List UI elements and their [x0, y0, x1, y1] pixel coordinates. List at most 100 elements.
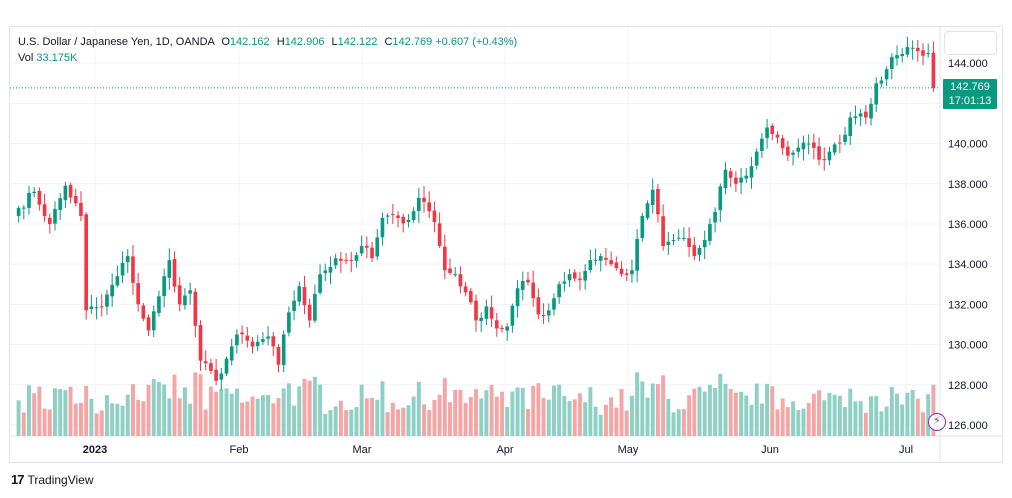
- volume-bar: [312, 376, 317, 436]
- candle-body: [676, 237, 681, 239]
- candle-body: [838, 142, 842, 144]
- volume-bar: [817, 390, 822, 436]
- candle-body: [671, 240, 676, 242]
- volume-bar: [146, 384, 151, 436]
- volume-bar: [889, 387, 894, 436]
- volume-bar: [661, 375, 666, 436]
- volume-bar: [141, 401, 146, 436]
- volume-bar: [562, 396, 567, 436]
- y-tick-label: 134.000: [948, 259, 988, 271]
- volume-bar: [754, 383, 759, 436]
- candle-body: [37, 190, 42, 205]
- volume-bar: [650, 383, 655, 436]
- volume-bar: [323, 413, 328, 436]
- volume-bar: [609, 397, 614, 436]
- volume-bar: [843, 407, 848, 436]
- volume-bar: [406, 405, 411, 436]
- candle-body: [406, 219, 411, 222]
- candle-body: [713, 211, 717, 223]
- volume-bar: [822, 400, 827, 436]
- volume-bar: [260, 395, 265, 436]
- candle-body: [801, 142, 806, 150]
- candle-body: [27, 192, 31, 208]
- candle-body: [624, 273, 629, 275]
- candlestick-chart[interactable]: 126.000 128.000 130.000 132.000 134.000 136.0…: [10, 27, 1002, 462]
- candle-body: [780, 138, 785, 149]
- candle-body: [463, 286, 468, 293]
- volume-bar: [577, 393, 582, 436]
- candle-body: [261, 339, 265, 342]
- candle-body: [16, 207, 21, 216]
- candle-body: [250, 341, 255, 347]
- volume-bar: [136, 399, 141, 436]
- candle-body: [520, 281, 525, 290]
- volume-bar: [702, 391, 707, 436]
- candle-body: [297, 286, 302, 302]
- candle-body: [827, 151, 832, 161]
- candle-body: [468, 291, 473, 303]
- volume-bar: [42, 408, 47, 436]
- volume-bar: [390, 402, 395, 436]
- ohlc-legend: U.S. Dollar / Japanese Yen, 1D, OANDA O1…: [18, 36, 517, 48]
- candle-body: [276, 346, 281, 365]
- candle-body: [832, 144, 837, 153]
- y-tick-label: 140.000: [948, 139, 988, 151]
- volume-bar: [302, 378, 307, 436]
- volume-bar: [416, 381, 421, 436]
- x-tick-label: May: [618, 444, 639, 456]
- candle-body: [572, 272, 577, 279]
- volume-bar: [167, 398, 172, 436]
- volume-bar: [863, 412, 868, 436]
- candle-body: [484, 306, 489, 319]
- volume-bar: [177, 398, 182, 436]
- volume-bar: [567, 400, 572, 436]
- candle-body: [708, 224, 712, 241]
- candle-body: [718, 186, 723, 211]
- candle-body: [313, 293, 317, 321]
- flash-icon[interactable]: ⚡: [928, 413, 946, 431]
- volume-bar: [240, 402, 245, 436]
- volume-bar: [130, 384, 135, 436]
- candle-body: [874, 83, 879, 105]
- candle-body: [328, 266, 333, 273]
- candle-body: [448, 268, 452, 273]
- volume-bar: [905, 392, 910, 436]
- volume-bar: [380, 381, 385, 436]
- candle-body: [650, 189, 655, 205]
- candle-body: [864, 111, 868, 118]
- volume-bar: [120, 405, 125, 436]
- candle-body: [115, 276, 120, 286]
- candle-body: [442, 246, 447, 271]
- chart-toolbar-box[interactable]: [944, 31, 997, 55]
- candle-body: [151, 311, 156, 331]
- candle-body: [193, 291, 198, 326]
- volume-bar: [63, 390, 68, 436]
- volume-bar: [84, 385, 89, 436]
- candle-body: [183, 295, 187, 306]
- candle-body: [105, 294, 109, 307]
- symbol-title[interactable]: U.S. Dollar / Japanese Yen, 1D, OANDA: [18, 36, 215, 48]
- y-tick-label: 136.000: [948, 219, 988, 231]
- volume-bar: [572, 399, 577, 436]
- volume-label[interactable]: Vol: [18, 52, 34, 64]
- volume-bar: [297, 386, 302, 436]
- volume-bar: [869, 396, 874, 436]
- tradingview-brand[interactable]: 17 TradingView: [11, 472, 94, 487]
- candle-body: [162, 276, 166, 297]
- candle-body: [489, 307, 494, 319]
- candle-body: [209, 363, 213, 371]
- candle-body: [63, 185, 68, 201]
- candle-body: [806, 143, 811, 145]
- volume-bar: [432, 399, 437, 436]
- candle-body: [557, 284, 561, 298]
- y-tick-label: 126.000: [948, 420, 988, 432]
- candle-body: [583, 270, 587, 281]
- volume-bar: [344, 410, 349, 436]
- close-label: C: [384, 36, 393, 48]
- y-tick-label: 128.000: [948, 380, 988, 392]
- volume-bar: [156, 382, 161, 436]
- volume-bar: [796, 410, 801, 436]
- candle-body: [339, 258, 343, 261]
- volume-bar: [624, 410, 629, 436]
- candle-body: [702, 240, 707, 248]
